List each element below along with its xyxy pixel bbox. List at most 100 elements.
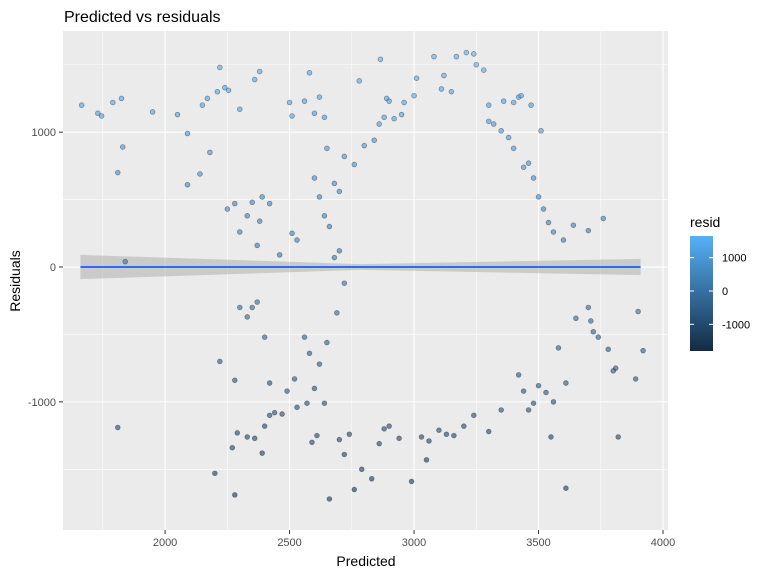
chart-title: Predicted vs residuals [64,9,221,26]
data-point [336,248,343,254]
x-axis-title: Predicted [336,553,395,569]
data-point [266,200,273,207]
data-point [334,310,340,316]
data-point [500,98,507,104]
data-point [570,222,577,228]
y-tick-label: -1000 [28,397,56,409]
legend: resid 1000 0 -1000 [690,214,750,351]
data-point [321,400,328,406]
data-point [463,49,470,56]
data-point [418,434,425,440]
data-point [396,435,402,442]
x-tick-label: 3000 [402,537,426,549]
data-point [244,213,250,219]
data-point [237,304,243,311]
data-point [311,175,318,181]
data-point [411,92,417,99]
data-point [520,164,527,170]
data-point [381,426,387,432]
data-point [573,315,579,322]
data-point [316,194,323,200]
x-tick-label: 2500 [277,537,301,549]
data-point [640,347,646,354]
data-point [615,434,621,440]
data-point [232,200,238,207]
data-point [595,334,602,340]
data-point [515,372,522,378]
data-point [423,457,430,463]
data-point [590,328,597,335]
data-point [316,94,323,100]
x-tick-label: 3500 [526,537,550,549]
data-point [485,428,492,435]
data-point [232,492,238,498]
data-point [490,121,497,127]
data-point [331,254,338,261]
data-point [505,134,512,141]
data-point [204,95,211,102]
data-point [115,424,121,431]
data-point [197,171,203,177]
data-point [461,423,467,429]
data-point [326,223,333,230]
data-point [351,161,358,168]
data-point [530,400,537,406]
data-point [217,64,223,71]
data-point [259,194,265,200]
data-point [237,106,243,112]
data-point [98,113,105,119]
data-point [279,411,285,417]
data-point [585,227,592,234]
data-point [294,404,300,411]
data-point [311,385,318,392]
data-point [471,412,477,419]
data-point [520,388,527,394]
data-point [473,61,480,68]
data-point [324,145,330,152]
data-point [543,389,549,396]
data-point [588,318,594,324]
data-point [548,434,554,440]
data-point [229,444,236,451]
data-point [528,102,534,108]
data-point [309,439,315,446]
data-point [451,432,457,439]
data-point [426,438,432,444]
data-point [371,137,377,143]
data-point [481,67,487,73]
data-point [311,110,318,117]
data-point [271,409,278,416]
grid [63,31,668,530]
data-point [321,213,328,219]
data-point [361,142,368,149]
data-point [331,180,338,187]
data-point [276,252,283,258]
data-point [306,70,313,76]
data-point [259,450,265,456]
data-point [386,423,392,429]
legend-label: 1000 [722,253,746,265]
data-point [244,314,250,320]
data-point [632,376,639,382]
data-point [453,53,460,60]
legend-ticks: 1000 0 -1000 [690,253,750,331]
data-point [413,75,420,81]
data-point [184,130,191,137]
data-point [254,242,260,249]
data-point [341,153,348,160]
data-point [376,440,382,447]
data-point [289,113,295,119]
y-axis-title: Residuals [7,250,23,311]
data-point [110,99,116,106]
data-point [336,436,343,443]
data-point [326,496,333,502]
data-point [249,304,255,311]
data-point [356,78,363,84]
data-point [530,175,537,181]
data-point [438,86,445,92]
data-point [386,98,392,104]
data-point [560,237,567,243]
data-point [115,169,121,176]
data-point [485,102,492,108]
